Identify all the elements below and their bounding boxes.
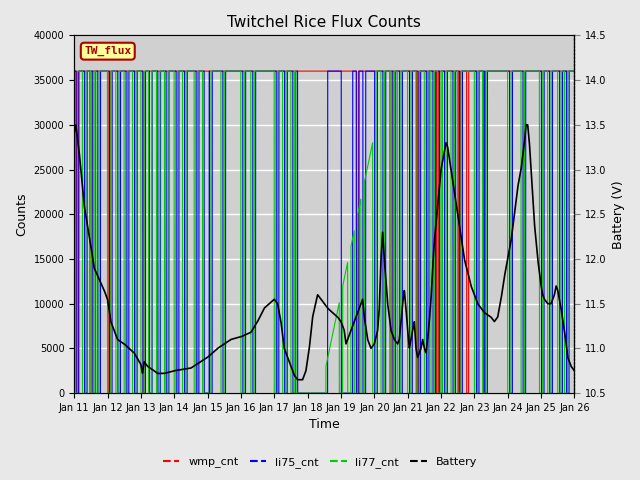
X-axis label: Time: Time (309, 419, 340, 432)
Y-axis label: Counts: Counts (15, 192, 28, 236)
Legend: wmp_cnt, li75_cnt, li77_cnt, Battery: wmp_cnt, li75_cnt, li77_cnt, Battery (158, 452, 482, 472)
Title: Twitchel Rice Flux Counts: Twitchel Rice Flux Counts (227, 15, 421, 30)
Y-axis label: Battery (V): Battery (V) (612, 180, 625, 249)
Text: TW_flux: TW_flux (84, 46, 131, 56)
